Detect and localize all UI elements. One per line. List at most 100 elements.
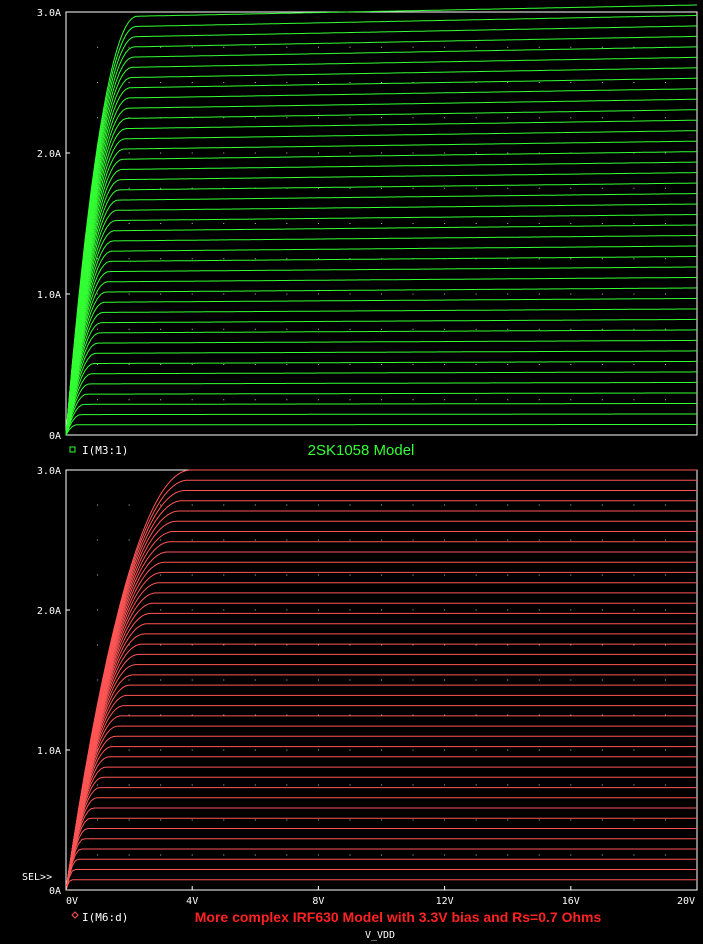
grid-dot	[128, 644, 130, 646]
grid-dot	[223, 644, 225, 646]
grid-dot	[475, 854, 477, 856]
grid-dot	[507, 539, 509, 541]
grid-dot	[570, 364, 572, 365]
grid-dot	[633, 258, 635, 260]
grid-dot	[381, 223, 382, 224]
grid-dot	[381, 784, 382, 786]
grid-dot	[601, 258, 603, 260]
grid-dot	[286, 46, 288, 48]
grid-dot	[664, 749, 666, 751]
grid-dot	[412, 399, 414, 401]
grid-dot	[286, 714, 288, 716]
grid-dot	[412, 644, 414, 646]
plot-bottom-curve	[65, 828, 697, 891]
plot-bottom-curve	[65, 858, 697, 891]
x-tick-label: 12V	[436, 896, 454, 907]
plot-top-legend: I(M3:1)	[69, 444, 128, 457]
grid-dot	[570, 223, 572, 224]
grid-dot	[97, 539, 99, 541]
plot-bottom-curve	[65, 869, 697, 891]
plot-bottom-curve	[65, 490, 697, 891]
grid-dot	[223, 539, 225, 541]
grid-dot	[475, 504, 477, 506]
grid-dot	[601, 46, 603, 48]
grid-dot	[444, 854, 446, 856]
x-tick-label: 4V	[186, 896, 198, 907]
grid-dot	[128, 258, 130, 260]
plot-bottom-title: More complex IRF630 Model with 3.3V bias…	[195, 909, 602, 925]
grid-dot	[191, 749, 193, 751]
grid-dot	[444, 609, 446, 611]
grid-dot	[538, 539, 540, 541]
grid-dot	[538, 187, 540, 189]
plot-bottom-curve	[65, 653, 697, 891]
grid-dot	[633, 364, 635, 365]
plot-top[interactable]: 0A 1.0A 2.0A 3.0A I(M3:1) 2SK1058 Model	[37, 4, 698, 459]
grid-dot	[412, 223, 414, 224]
grid-dot	[570, 784, 572, 786]
y-tick-label: 3.0A	[37, 8, 61, 19]
grid-dot	[538, 399, 540, 401]
sel-marker: SEL>>	[22, 872, 52, 883]
grid-dot	[191, 187, 193, 189]
grid-dot	[317, 784, 319, 786]
grid-dot	[507, 819, 509, 821]
grid-dot	[286, 293, 288, 295]
grid-dot	[412, 82, 414, 83]
grid-dot	[664, 854, 666, 856]
grid-dot	[160, 714, 162, 716]
grid-dot	[570, 644, 572, 646]
y-tick-label: 0A	[49, 886, 61, 897]
grid-dot	[412, 609, 414, 611]
grid-dot	[349, 504, 351, 506]
plot-top-legend-label: I(M3:1)	[82, 444, 128, 457]
grid-dot	[254, 364, 256, 365]
plot-top-frame	[65, 11, 698, 436]
grid-dot	[381, 749, 382, 751]
grid-dot	[412, 784, 414, 786]
grid-dot	[444, 504, 446, 506]
plot-bottom-grid	[97, 504, 666, 856]
plot-bottom-curve	[65, 592, 697, 891]
grid-dot	[507, 364, 509, 365]
grid-dot	[128, 152, 130, 154]
plot-bottom-curve	[65, 879, 697, 891]
plot-bottom[interactable]: 0A 1.0A 2.0A 3.0A 0V 4V 8V 12V 16V 20V SEL>> I(M…	[22, 466, 698, 941]
grid-dot	[191, 784, 193, 786]
grid-dot	[633, 504, 635, 506]
grid-dot	[507, 399, 509, 401]
grid-dot	[412, 749, 414, 751]
plot-bottom-curve	[65, 766, 697, 891]
grid-dot	[381, 187, 382, 189]
grid-dot	[664, 152, 666, 154]
plot-top-curve	[65, 318, 697, 436]
grid-dot	[349, 364, 351, 365]
grid-dot	[381, 82, 382, 83]
plot-top-curve	[65, 151, 698, 436]
grid-dot	[254, 644, 256, 646]
grid-dot	[191, 399, 193, 401]
grid-dot	[475, 539, 477, 541]
grid-dot	[412, 293, 414, 295]
plot-bottom-curve	[65, 797, 697, 891]
grid-dot	[601, 293, 603, 295]
grid-dot	[160, 46, 162, 48]
grid-dot	[97, 644, 99, 646]
plot-bottom-curve	[65, 715, 697, 891]
grid-dot	[664, 293, 666, 295]
grid-dot	[349, 46, 351, 48]
grid-dot	[475, 609, 477, 611]
grid-dot	[191, 819, 193, 821]
plot-top-curve	[65, 193, 698, 436]
grid-dot	[601, 819, 603, 821]
grid-dot	[664, 364, 666, 365]
grid-dot	[664, 784, 666, 786]
grid-dot	[570, 46, 572, 48]
grid-dot	[191, 714, 193, 716]
grid-dot	[601, 854, 603, 856]
grid-dot	[664, 82, 666, 83]
plot-top-curve	[65, 67, 698, 436]
grid-dot	[128, 293, 130, 295]
grid-dot	[254, 82, 256, 83]
grid-dot	[538, 644, 540, 646]
